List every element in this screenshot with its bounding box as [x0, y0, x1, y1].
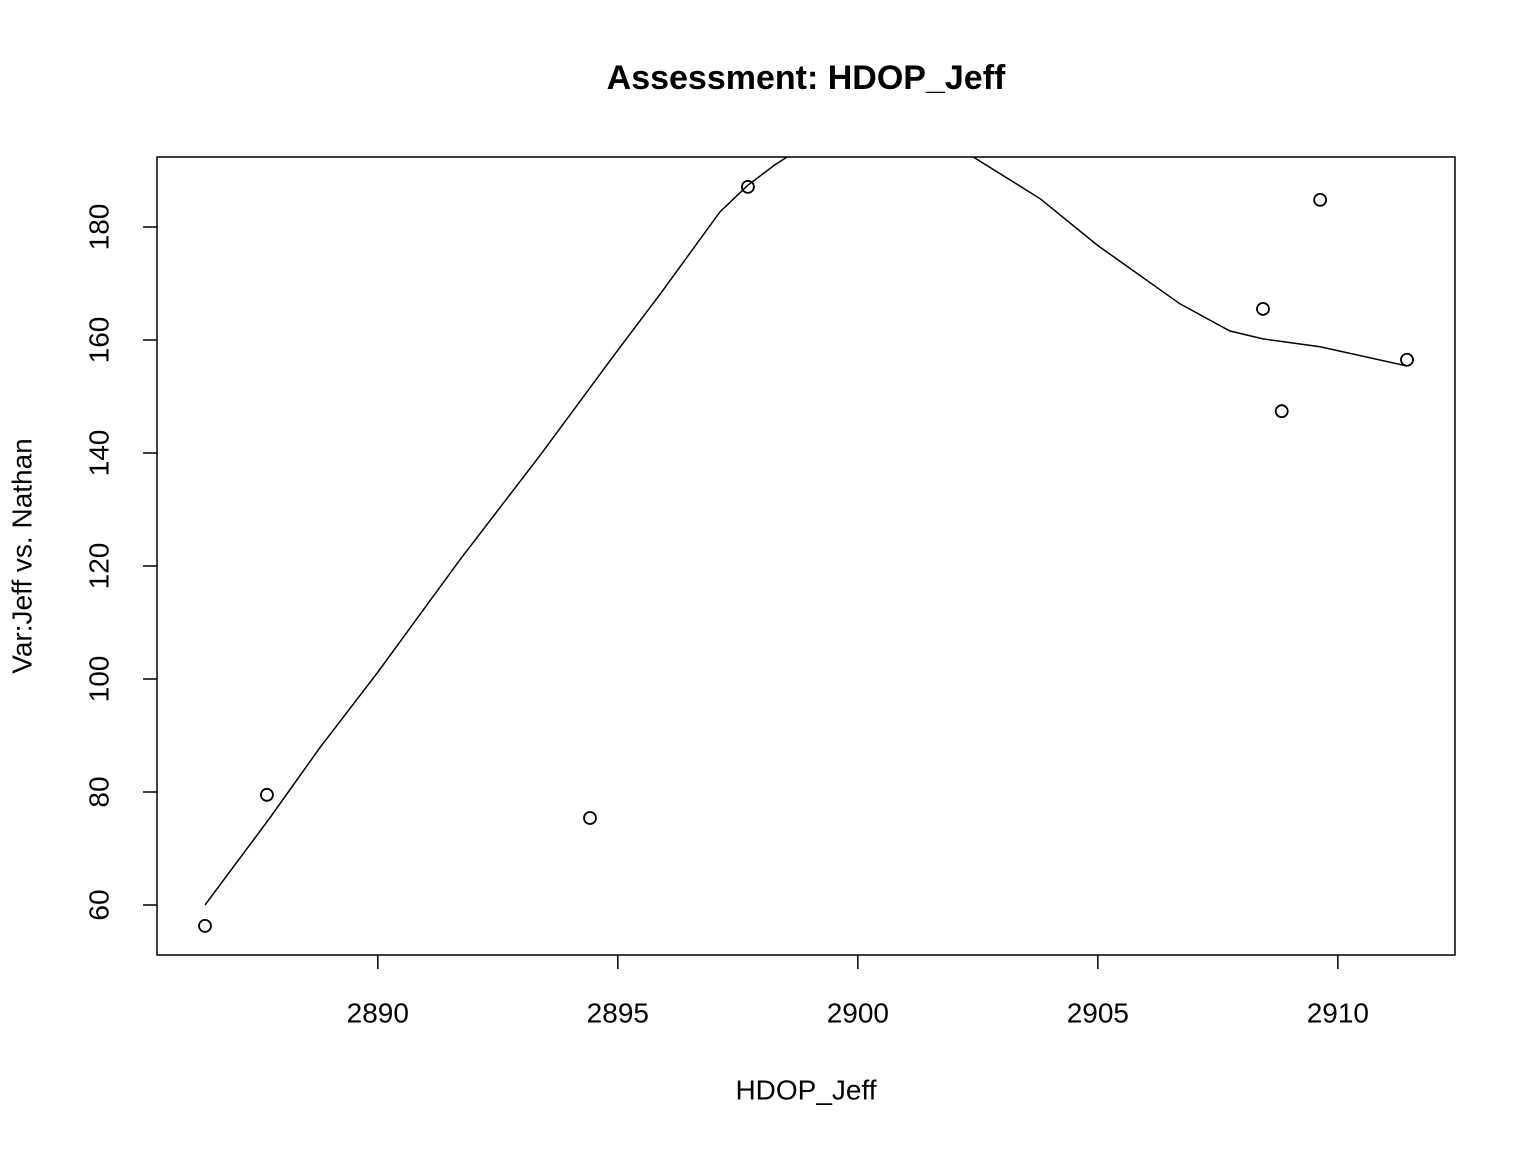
x-tick-label: 2895 [587, 997, 649, 1028]
smooth-line [204, 157, 1408, 906]
x-axis-label: HDOP_Jeff [735, 1074, 876, 1105]
x-tick-label: 2910 [1307, 997, 1369, 1028]
plot-box [156, 156, 1456, 956]
data-point [198, 919, 212, 933]
data-point [741, 179, 755, 194]
y-axis-label: Var:Jeff vs. Nathan [6, 438, 37, 674]
y-tick-label: 100 [83, 656, 114, 703]
x-tick-label: 2890 [347, 997, 409, 1028]
data-point [1274, 404, 1289, 419]
chart-title: Assessment: HDOP_Jeff [607, 59, 1006, 97]
data-point [1313, 192, 1328, 207]
y-tick-label: 140 [83, 430, 114, 477]
y-tick-label: 60 [83, 889, 114, 920]
y-tick-label: 180 [83, 204, 114, 251]
data-point [260, 787, 274, 802]
x-tick-label: 2900 [827, 997, 889, 1028]
y-tick-label: 120 [83, 543, 114, 590]
data-point [583, 811, 597, 825]
y-tick-label: 80 [83, 776, 114, 807]
data-point [1256, 302, 1270, 316]
x-tick-label: 2905 [1067, 997, 1129, 1028]
y-tick-label: 160 [83, 317, 114, 364]
